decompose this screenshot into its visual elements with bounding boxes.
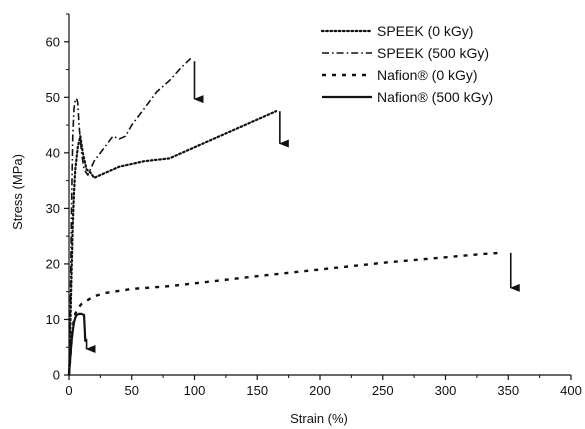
y-tick-label: 30 [46, 201, 60, 216]
x-tick-label: 50 [125, 383, 139, 398]
y-tick-label: 0 [53, 368, 60, 383]
x-tick-label: 350 [497, 383, 519, 398]
x-tick-label: 200 [309, 383, 331, 398]
y-axis-title: Stress (MPa) [10, 154, 25, 230]
x-tick-label: 250 [372, 383, 394, 398]
series-line-1 [68, 57, 192, 376]
y-tick-label: 20 [46, 256, 60, 271]
axes: 0 50 100 150 200 250 300 350 400 0 10 20 30 40 50 60 [46, 13, 582, 398]
x-axis-title: Strain (%) [290, 411, 348, 426]
series-lines [67, 57, 503, 377]
legend-label-1: SPEEK (500 kGy) [377, 45, 489, 61]
y-tick-label: 10 [46, 312, 60, 327]
series-line-0 [67, 110, 278, 377]
x-tick-label: 400 [560, 383, 582, 398]
x-tick-label: 100 [184, 383, 206, 398]
y-tick-label: 60 [46, 34, 60, 49]
series-line-3 [67, 312, 87, 376]
legend: SPEEK (0 kGy) SPEEK (500 kGy) Nafion® (0 k… [320, 23, 493, 105]
legend-label-0: SPEEK (0 kGy) [377, 23, 473, 39]
legend-label-2: Nafion® (0 kGy) [377, 67, 478, 83]
y-tick-label: 50 [46, 90, 60, 105]
series-line-2 [67, 251, 503, 376]
x-tick-label: 0 [65, 383, 72, 398]
x-tick-label: 150 [246, 383, 268, 398]
x-tick-label: 300 [435, 383, 457, 398]
legend-label-3: Nafion® (500 kGy) [377, 89, 493, 105]
y-tick-label: 40 [46, 145, 60, 160]
break-arrows [85, 61, 520, 354]
